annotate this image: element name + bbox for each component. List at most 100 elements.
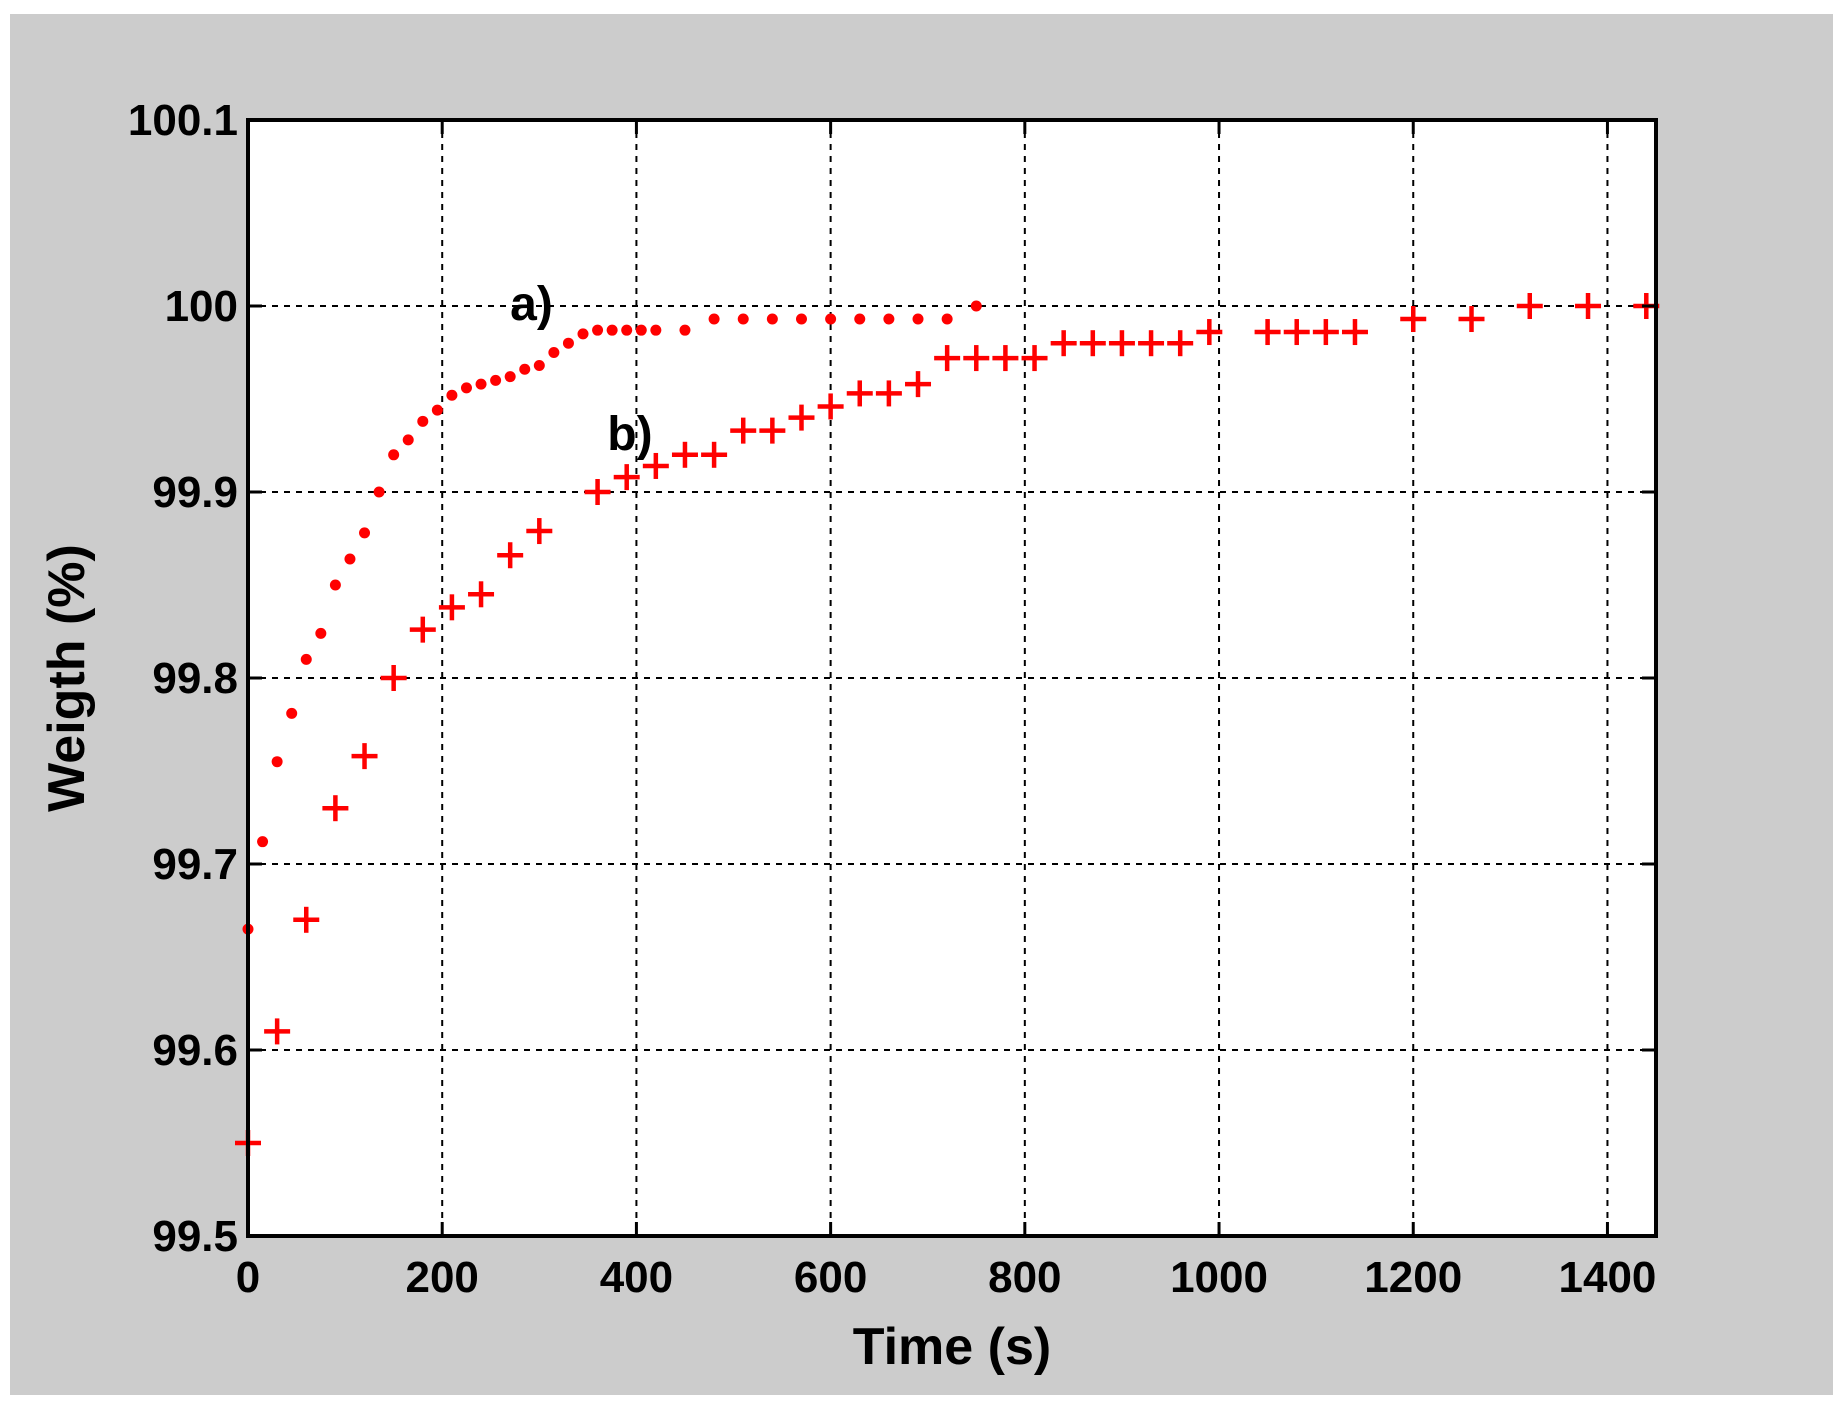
data-point-a: [854, 313, 866, 325]
data-point-a: [504, 371, 516, 383]
data-point-a: [402, 434, 414, 446]
data-point-a: [650, 324, 662, 336]
data-point-a: [271, 756, 283, 768]
data-point-a: [795, 313, 807, 325]
y-tick-label: 100.1: [128, 96, 238, 145]
data-point-b: [671, 441, 698, 468]
x-tick-label: 400: [600, 1253, 673, 1302]
data-point-a: [257, 836, 269, 848]
data-point-a: [766, 313, 778, 325]
data-point-b: [1079, 330, 1106, 357]
annotation-b: b): [607, 408, 652, 461]
x-tick-label: 1000: [1170, 1253, 1268, 1302]
data-point-b: [1021, 345, 1048, 372]
x-tick-label: 1400: [1559, 1253, 1657, 1302]
data-point-a: [970, 300, 982, 312]
data-point-b: [1516, 293, 1543, 319]
data-point-a: [359, 527, 371, 539]
data-point-b: [642, 452, 669, 479]
data-point-b: [468, 581, 495, 608]
annotation-a: a): [510, 278, 553, 331]
data-point-b: [1283, 319, 1310, 346]
data-point-b: [1575, 293, 1602, 319]
data-point-a: [373, 486, 385, 498]
data-point-b: [293, 906, 320, 933]
data-point-b: [1458, 306, 1485, 333]
data-point-a: [679, 324, 691, 336]
data-point-b: [1254, 319, 1281, 346]
y-tick-label: 100: [165, 282, 238, 331]
data-point-a: [388, 449, 400, 461]
data-point-a: [606, 324, 618, 336]
x-tick-label: 800: [988, 1253, 1061, 1302]
data-point-b: [584, 479, 611, 505]
data-point-a: [344, 553, 356, 565]
x-tick-label: 1200: [1364, 1253, 1462, 1302]
x-tick-label: 0: [236, 1253, 260, 1302]
data-point-b: [438, 594, 465, 621]
data-point-b: [380, 665, 407, 691]
data-point-a: [577, 328, 589, 340]
data-point-b: [264, 1018, 291, 1045]
data-point-a: [417, 415, 429, 427]
data-point-b: [1138, 330, 1165, 357]
grid: [248, 120, 1656, 1236]
y-tick-label: 99.8: [152, 654, 238, 703]
data-point-a: [475, 378, 487, 390]
data-point-b: [846, 380, 873, 407]
series-b-markers: [235, 293, 1660, 1156]
data-point-a: [431, 404, 443, 416]
plot-area: [248, 120, 1656, 1236]
series-a-markers: [242, 300, 982, 935]
data-point-a: [621, 324, 633, 336]
data-point-b: [526, 518, 553, 545]
data-point-b: [759, 417, 786, 444]
data-point-b: [963, 345, 990, 372]
data-point-b: [992, 345, 1019, 372]
data-point-a: [548, 347, 560, 358]
y-tick-label: 99.7: [152, 840, 238, 889]
data-point-b: [788, 404, 815, 431]
data-point-a: [286, 707, 298, 719]
data-point-b: [730, 417, 757, 444]
data-point-b: [1312, 319, 1339, 346]
data-point-b: [701, 441, 728, 468]
data-point-a: [825, 313, 837, 325]
data-point-b: [1108, 330, 1135, 357]
y-axis-title: Weigth (%): [38, 544, 96, 812]
data-point-a: [912, 313, 924, 325]
x-axis-title: Time (s): [853, 1318, 1051, 1376]
data-point-a: [519, 363, 531, 375]
data-point-b: [613, 464, 640, 491]
data-point-a: [635, 324, 647, 336]
data-point-b: [1050, 330, 1077, 357]
data-point-a: [708, 313, 720, 325]
data-point-b: [409, 616, 436, 643]
data-point-a: [329, 579, 341, 591]
data-point-b: [1341, 319, 1368, 346]
data-point-a: [883, 313, 895, 325]
data-point-b: [1196, 319, 1223, 346]
data-point-b: [817, 393, 844, 420]
y-tick-label: 99.5: [152, 1212, 238, 1261]
data-point-b: [1167, 330, 1194, 357]
data-point-a: [490, 374, 502, 386]
data-point-b: [905, 371, 932, 398]
data-point-b: [875, 380, 902, 407]
y-tick-label: 99.9: [152, 468, 238, 517]
ticks: 0 200 400 600 800 1000 1200 1400 99.5 99.6 99.7 99.…: [128, 96, 1657, 1302]
data-point-a: [737, 313, 749, 325]
data-point-b: [322, 795, 349, 822]
y-tick-label: 99.6: [152, 1026, 238, 1075]
data-point-a: [533, 360, 545, 372]
data-point-a: [300, 653, 312, 665]
data-point-b: [497, 542, 524, 569]
x-tick-label: 600: [794, 1253, 867, 1302]
data-point-a: [941, 313, 953, 325]
data-point-b: [351, 743, 378, 770]
data-point-a: [460, 382, 472, 394]
data-point-b: [934, 345, 961, 372]
data-point-a: [562, 337, 574, 349]
data-point-a: [592, 324, 604, 336]
